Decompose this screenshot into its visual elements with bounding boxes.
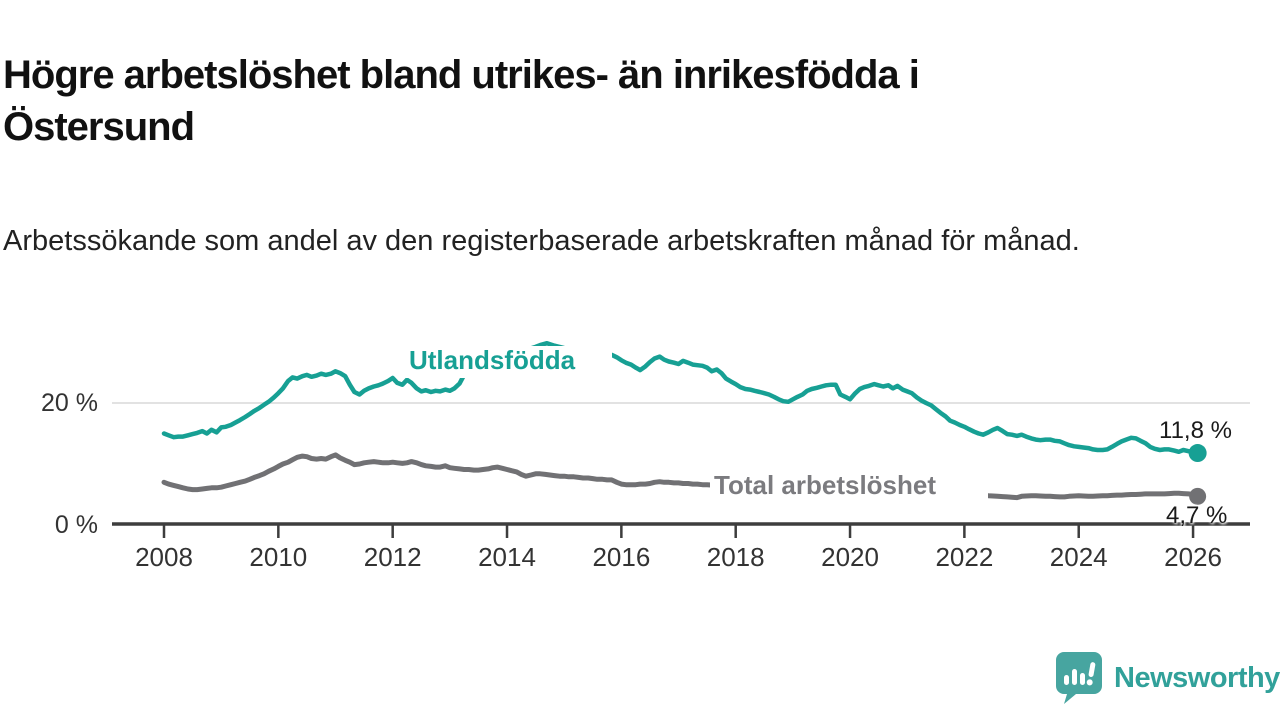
x-axis-tick-label: 2024 — [1049, 542, 1108, 572]
x-axis-tick-label: 2020 — [821, 542, 879, 572]
speech-bubble-bar-chart-icon — [1056, 652, 1102, 704]
x-axis-tick-label: 2022 — [935, 542, 994, 572]
y-axis-tick-label: 20 % — [41, 389, 98, 417]
y-axis-tick-label: 0 % — [54, 511, 98, 539]
end-value-label-total-arbetsloshet: 4,7 % — [1166, 502, 1228, 529]
page-title: Högre arbetslöshet bland utrikes- än inr… — [3, 52, 920, 149]
x-axis-tick-label: 2010 — [249, 542, 308, 572]
x-axis-tick-label: 2008 — [135, 542, 193, 572]
end-value-label-utlandsfodda: 11,8 % — [1159, 417, 1232, 444]
series-label-total-arbetsloshet: Total arbetslöshet — [714, 470, 937, 500]
series-label-utlandsfodda: Utlandsfödda — [409, 345, 576, 375]
x-axis-tick-label: 2026 — [1164, 542, 1222, 572]
newsworthy-logo: Newsworthy — [1054, 650, 1280, 706]
x-axis-tick-label: 2018 — [706, 542, 765, 572]
x-axis-tick-label: 2012 — [363, 542, 422, 572]
x-axis-tick-label: 2016 — [592, 542, 651, 572]
logo-wordmark: Newsworthy — [1114, 661, 1280, 694]
x-axis-tick-label: 2014 — [478, 542, 536, 572]
chart-subtitle: Arbetssökande som andel av den registerb… — [3, 225, 1080, 257]
